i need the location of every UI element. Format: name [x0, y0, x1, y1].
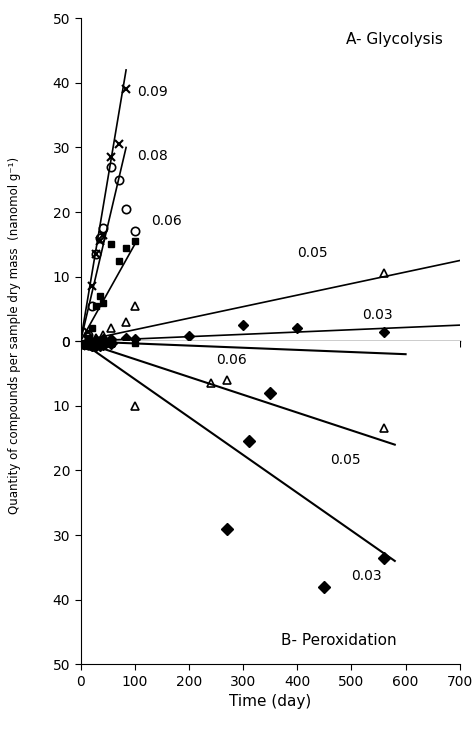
Text: Quantity of compounds per sample dry mass  (nanomol g⁻¹): Quantity of compounds per sample dry mas… [8, 157, 21, 515]
Text: 0.06: 0.06 [216, 353, 247, 367]
Text: A- Glycolysis: A- Glycolysis [346, 32, 443, 47]
Text: 0.03: 0.03 [362, 307, 393, 322]
Text: 0.06: 0.06 [151, 214, 182, 228]
X-axis label: Time (day): Time (day) [229, 694, 311, 710]
Text: 0.05: 0.05 [297, 246, 328, 261]
Text: 0.08: 0.08 [137, 150, 168, 164]
Text: B- Peroxidation: B- Peroxidation [281, 633, 397, 648]
Text: 0.09: 0.09 [137, 85, 168, 99]
Text: 0.05: 0.05 [330, 453, 360, 467]
Text: 0.03: 0.03 [351, 569, 382, 583]
